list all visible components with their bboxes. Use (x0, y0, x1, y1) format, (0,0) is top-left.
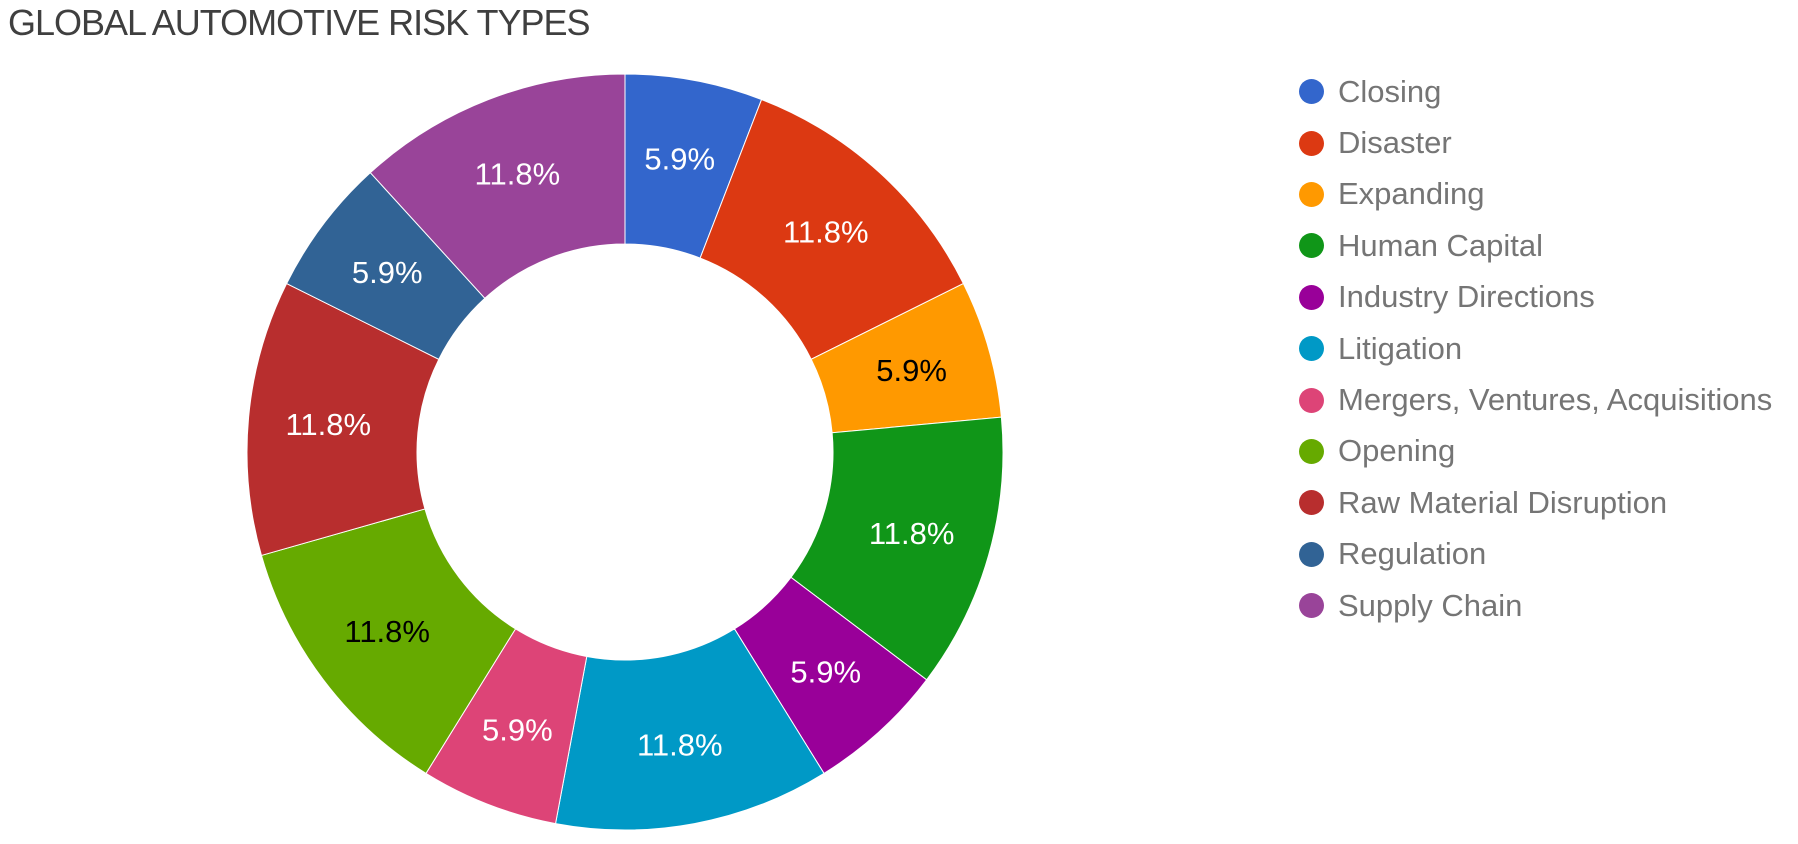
legend-dot-icon (1299, 593, 1324, 619)
legend-item-opening[interactable]: Opening (1299, 426, 1772, 477)
pie-slice-raw-material-disruption[interactable] (246, 282, 440, 557)
slice-percent-label: 5.9% (876, 353, 947, 388)
slice-percent-label: 5.9% (790, 655, 861, 690)
legend-label: Supply Chain (1338, 587, 1523, 623)
pie-slice-disaster[interactable] (699, 98, 965, 360)
legend-item-human-capital[interactable]: Human Capital (1299, 220, 1772, 271)
legend-label: Raw Material Disruption (1338, 484, 1668, 520)
slice-percent-label: 5.9% (352, 255, 423, 290)
legend-item-raw-material-disruption[interactable]: Raw Material Disruption (1299, 477, 1772, 528)
legend-label: Expanding (1338, 176, 1485, 212)
slice-percent-label: 5.9% (482, 712, 553, 747)
pie-slice-litigation[interactable] (554, 628, 825, 831)
legend-item-supply-chain[interactable]: Supply Chain (1299, 580, 1772, 631)
slice-percent-label: 11.8% (869, 516, 955, 551)
legend-item-litigation[interactable]: Litigation (1299, 323, 1772, 374)
slice-percent-label: 11.8% (285, 407, 371, 442)
slice-percent-label: 5.9% (644, 142, 715, 177)
slice-percent-label: 11.8% (783, 214, 869, 249)
legend-dot-icon (1299, 233, 1324, 259)
legend-dot-icon (1299, 284, 1324, 310)
legend-dot-icon (1299, 387, 1324, 413)
pie-slice-supply-chain[interactable] (369, 73, 626, 299)
chart-legend: Closing Disaster Expanding Human Capital Ind… (1299, 66, 1772, 631)
legend-label: Litigation (1338, 330, 1463, 366)
legend-label: Closing (1338, 73, 1442, 109)
legend-dot-icon (1299, 438, 1324, 464)
slice-percent-label: 11.8% (475, 157, 561, 192)
pie-slice-opening[interactable] (260, 508, 517, 775)
legend-item-disaster[interactable]: Disaster (1299, 117, 1772, 168)
legend-dot-icon (1299, 130, 1324, 156)
legend-dot-icon (1299, 79, 1324, 105)
legend-item-regulation[interactable]: Regulation (1299, 529, 1772, 580)
chart-title: GLOBAL AUTOMOTIVE RISK TYPES (8, 2, 591, 43)
legend-item-closing[interactable]: Closing (1299, 66, 1772, 117)
pie-slice-human-capital[interactable] (790, 416, 1004, 681)
legend-item-expanding[interactable]: Expanding (1299, 169, 1772, 220)
legend-label: Human Capital (1338, 227, 1544, 263)
legend-label: Opening (1338, 433, 1456, 469)
slice-percent-label: 11.8% (344, 614, 430, 649)
legend-label: Mergers, Ventures, Acquisitions (1338, 382, 1773, 418)
legend-dot-icon (1299, 336, 1324, 362)
legend-dot-icon (1299, 541, 1324, 567)
legend-label: Regulation (1338, 536, 1487, 572)
legend-label: Disaster (1338, 125, 1452, 161)
legend-dot-icon (1299, 181, 1324, 207)
legend-label: Industry Directions (1338, 279, 1595, 315)
legend-item-industry-directions[interactable]: Industry Directions (1299, 272, 1772, 323)
slice-percent-label: 11.8% (637, 727, 723, 762)
legend-dot-icon (1299, 490, 1324, 516)
legend-item-mergers-ventures-acquisitions[interactable]: Mergers, Ventures, Acquisitions (1299, 374, 1772, 425)
